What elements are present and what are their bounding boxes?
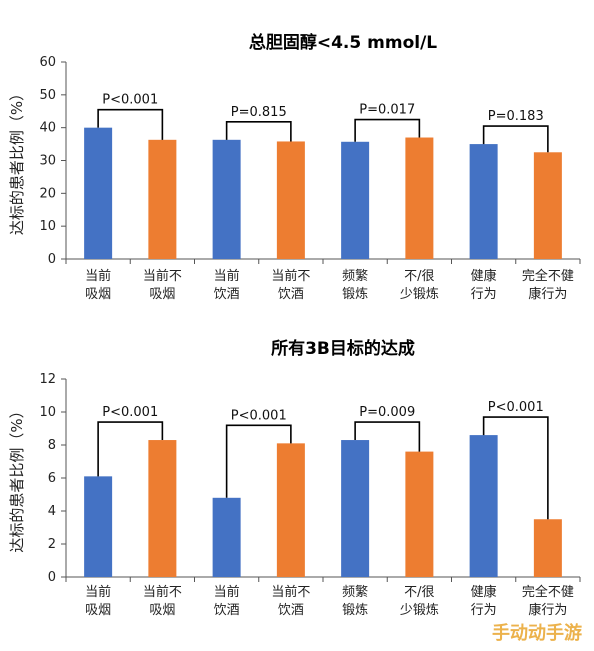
x-tick-label: 健康	[471, 584, 497, 600]
bar	[212, 497, 241, 577]
x-tick-label: 当前	[85, 584, 111, 600]
x-tick-label: 完全不健	[522, 268, 574, 284]
bar	[469, 435, 498, 577]
y-tick-label: 2	[48, 537, 56, 552]
bar	[84, 127, 113, 260]
p-value-label: P<0.001	[102, 93, 158, 108]
y-tick-label: 60	[39, 55, 56, 70]
x-tick-label: 饮酒	[214, 287, 240, 302]
x-tick-label: 饮酒	[214, 603, 240, 618]
y-tick-label: 0	[48, 570, 56, 585]
watermark: 手动动手游	[492, 623, 582, 644]
p-value-label: P=0.009	[359, 405, 415, 420]
y-tick-label: 12	[39, 372, 56, 387]
significance-bracket	[225, 424, 292, 498]
x-tick-label: 当前不	[271, 268, 310, 284]
p-value-label: P=0.017	[359, 103, 415, 118]
x-tick-label: 当前	[214, 584, 240, 600]
significance-bracket	[354, 118, 421, 142]
significance-bracket	[225, 121, 292, 142]
x-tick-label: 康行为	[528, 286, 567, 302]
y-tick-label: 10	[39, 405, 56, 420]
significance-bracket	[97, 421, 164, 477]
x-tick-label: 饮酒	[278, 287, 304, 302]
y-tick-label: 50	[39, 88, 56, 103]
bar	[84, 476, 113, 577]
x-tick-label: 不/很	[404, 585, 434, 600]
x-tick-label: 频繁	[342, 268, 368, 284]
x-tick-label: 当前不	[271, 584, 310, 600]
y-tick-label: 0	[48, 252, 56, 267]
bar	[405, 137, 434, 259]
bar	[533, 152, 562, 259]
chart-title: 所有3B目标的达成	[271, 338, 415, 359]
x-tick-label: 当前	[85, 268, 111, 284]
y-tick-label: 10	[39, 219, 56, 234]
y-axis-label: 达标的患者比例（%）	[8, 403, 26, 552]
x-tick-label: 频繁	[342, 584, 368, 600]
x-tick-label: 锻炼	[342, 603, 368, 618]
x-tick-label: 少锻炼	[400, 287, 439, 302]
y-axis-label: 达标的患者比例（%）	[8, 86, 26, 235]
y-tick-label: 40	[39, 121, 56, 136]
p-value-label: P=0.815	[231, 105, 287, 120]
bar	[533, 519, 562, 577]
significance-bracket	[97, 108, 164, 140]
bar	[405, 451, 434, 577]
significance-bracket	[354, 421, 421, 452]
p-value-label: P=0.183	[488, 109, 544, 124]
x-tick-label: 吸烟	[149, 287, 175, 302]
x-tick-label: 健康	[471, 268, 497, 284]
y-tick-label: 30	[39, 154, 56, 169]
chart-title: 总胆固醇<4.5 mmol/L	[249, 32, 437, 53]
x-tick-label: 吸烟	[149, 603, 175, 618]
bar	[276, 443, 305, 577]
x-tick-label: 饮酒	[278, 603, 304, 618]
bar	[276, 141, 305, 259]
significance-bracket	[482, 416, 549, 520]
x-tick-label: 行为	[471, 603, 497, 618]
p-value-label: P<0.001	[488, 400, 544, 415]
x-tick-label: 当前不	[143, 268, 182, 284]
x-tick-label: 完全不健	[522, 584, 574, 600]
significance-bracket	[482, 125, 549, 153]
y-tick-label: 4	[48, 504, 56, 519]
x-tick-label: 吸烟	[85, 287, 111, 302]
bar	[148, 440, 177, 577]
x-tick-label: 康行为	[528, 602, 567, 618]
x-tick-label: 锻炼	[342, 287, 368, 302]
bar	[341, 141, 370, 259]
y-tick-label: 20	[39, 186, 56, 201]
bar	[212, 139, 241, 259]
x-tick-label: 行为	[471, 287, 497, 302]
bar	[341, 440, 370, 577]
bar	[469, 144, 498, 259]
x-tick-label: 少锻炼	[400, 603, 439, 618]
y-tick-label: 6	[48, 471, 56, 486]
p-value-label: P<0.001	[231, 408, 287, 423]
x-tick-label: 当前不	[143, 584, 182, 600]
y-tick-label: 8	[48, 438, 56, 453]
x-tick-label: 当前	[214, 268, 240, 284]
x-tick-label: 不/很	[404, 269, 434, 284]
p-value-label: P<0.001	[102, 405, 158, 420]
bar	[148, 139, 177, 259]
x-tick-label: 吸烟	[85, 603, 111, 618]
